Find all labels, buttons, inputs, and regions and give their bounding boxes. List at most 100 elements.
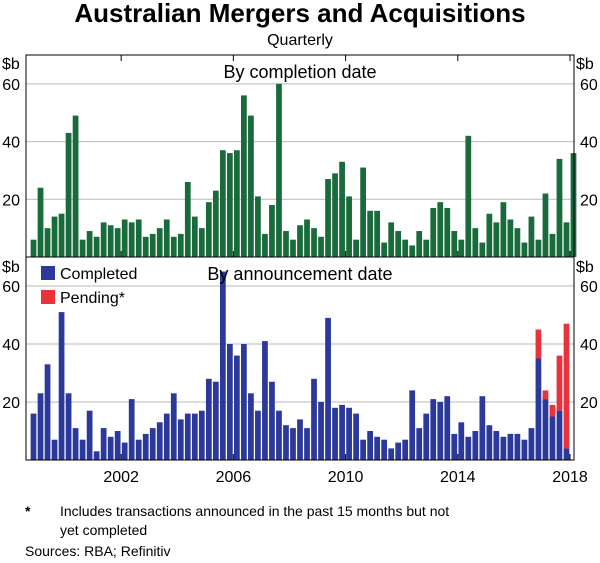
bar-top-bycompletiondate-9 — [93, 236, 100, 257]
bar-bottom-completed-54 — [409, 390, 416, 460]
bar-bottom-completed-7 — [79, 439, 86, 460]
bar-bottom-completed-41 — [318, 402, 324, 460]
bar-top-bycompletiondate-17 — [149, 233, 156, 257]
bar-bottom-completed-5 — [65, 393, 72, 460]
bar-bottom-completed-72 — [535, 358, 542, 460]
bar-top-bycompletiondate-64 — [479, 242, 486, 257]
bar-top-bycompletiondate-44 — [339, 161, 345, 257]
ytick-right-top-20: 20 — [580, 192, 598, 209]
bar-top-bycompletiondate-52 — [395, 231, 402, 257]
bar-top-bycompletiondate-10 — [100, 222, 107, 257]
panel-title-announcement: By announcement date — [207, 264, 392, 284]
xtick-label-2010: 2010 — [328, 469, 364, 486]
bar-bottom-completed-15 — [135, 439, 142, 460]
bar-top-bycompletiondate-58 — [437, 202, 444, 257]
bar-bottom-completed-65 — [486, 425, 493, 460]
bar-top-bycompletiondate-46 — [353, 239, 359, 257]
bar-bottom-completed-24 — [198, 410, 205, 460]
sources: Sources: RBA; Refinitiv — [25, 543, 171, 559]
bar-bottom-pending-75 — [556, 355, 563, 411]
ytick-left-top-60: 60 — [2, 77, 20, 94]
bar-bottom-completed-47 — [360, 439, 366, 460]
bar-bottom-completed-11 — [107, 436, 114, 460]
bar-bottom-completed-40 — [311, 378, 317, 460]
footnote-line-1: Includes transactions announced in the p… — [60, 503, 449, 519]
announcement-panel: 20 20 40 40 60 60 — [2, 271, 598, 460]
bar-bottom-completed-61 — [458, 422, 465, 460]
bar-bottom-completed-62 — [465, 436, 472, 460]
ytick-left-top-40: 40 — [2, 135, 20, 152]
bar-bottom-completed-48 — [367, 431, 374, 460]
bar-top-bycompletiondate-39 — [304, 219, 310, 257]
bar-top-bycompletiondate-29 — [234, 150, 240, 257]
legend-swatch-completed — [41, 266, 55, 280]
bar-top-bycompletiondate-26 — [212, 190, 219, 257]
bar-bottom-completed-64 — [479, 396, 486, 460]
bar-bottom-completed-66 — [493, 431, 500, 460]
bar-top-bycompletiondate-59 — [444, 207, 451, 257]
bar-top-bycompletiondate-69 — [514, 228, 521, 257]
bar-top-bycompletiondate-63 — [472, 228, 479, 257]
bar-bottom-completed-10 — [100, 428, 107, 460]
bar-top-bycompletiondate-16 — [142, 236, 149, 257]
bar-top-bycompletiondate-61 — [458, 239, 465, 257]
y-unit-right-top: $b — [576, 56, 594, 73]
bar-top-bycompletiondate-3 — [51, 216, 58, 257]
bar-bottom-pending-76 — [563, 323, 570, 449]
bar-bottom-completed-20 — [170, 393, 177, 460]
bar-bottom-completed-71 — [528, 428, 535, 460]
legend-label-pending: Pending* — [60, 290, 125, 307]
legend-label-completed: Completed — [60, 266, 137, 283]
bar-top-bycompletiondate-2 — [44, 228, 51, 257]
bar-bottom-completed-43 — [332, 407, 338, 460]
bar-top-bycompletiondate-19 — [163, 219, 170, 257]
bar-top-bycompletiondate-43 — [332, 173, 338, 257]
bar-top-bycompletiondate-65 — [486, 213, 493, 257]
bar-top-bycompletiondate-12 — [114, 228, 121, 257]
bar-top-bycompletiondate-13 — [121, 219, 128, 257]
bar-top-bycompletiondate-62 — [465, 135, 472, 257]
bar-top-bycompletiondate-18 — [156, 228, 163, 257]
bar-bottom-completed-50 — [381, 439, 388, 460]
bar-top-bycompletiondate-8 — [86, 231, 93, 257]
bar-bottom-completed-74 — [549, 416, 556, 460]
bar-bottom-completed-38 — [297, 419, 303, 460]
y-unit-left-top: $b — [2, 56, 20, 73]
bar-top-bycompletiondate-53 — [402, 239, 409, 257]
y-unit-left-bottom: $b — [2, 259, 20, 276]
bar-top-bycompletiondate-15 — [135, 219, 142, 257]
bar-bottom-completed-51 — [388, 448, 395, 460]
bar-bottom-completed-16 — [142, 433, 149, 460]
bar-bottom-completed-75 — [556, 410, 563, 460]
bar-top-bycompletiondate-35 — [276, 83, 282, 257]
ytick-right-bottom-40: 40 — [580, 337, 598, 354]
bar-bottom-completed-3 — [51, 439, 58, 460]
bar-bottom-completed-31 — [248, 393, 254, 460]
bar-top-bycompletiondate-56 — [423, 239, 430, 257]
bar-bottom-completed-14 — [128, 399, 135, 460]
bar-top-bycompletiondate-55 — [416, 231, 423, 257]
bar-bottom-completed-69 — [514, 433, 521, 460]
bar-bottom-completed-49 — [374, 436, 381, 460]
bar-bottom-completed-60 — [451, 433, 458, 460]
ytick-left-bottom-60: 60 — [2, 279, 20, 296]
bar-bottom-completed-0 — [30, 413, 37, 460]
bar-top-bycompletiondate-30 — [241, 95, 247, 258]
bar-top-bycompletiondate-11 — [107, 225, 114, 257]
bar-bottom-completed-35 — [276, 410, 282, 460]
ytick-left-bottom-40: 40 — [2, 337, 20, 354]
bar-top-bycompletiondate-27 — [219, 150, 226, 257]
bar-top-bycompletiondate-66 — [493, 222, 500, 257]
footnote-line-2: yet completed — [60, 522, 147, 538]
bar-bottom-completed-17 — [149, 428, 156, 460]
bar-bottom-completed-76 — [563, 448, 570, 460]
bar-bottom-pending-74 — [549, 404, 556, 417]
bar-bottom-completed-55 — [416, 428, 423, 460]
bar-top-bycompletiondate-6 — [72, 115, 79, 257]
bar-bottom-completed-67 — [500, 436, 507, 460]
bar-bottom-pending-73 — [542, 390, 549, 400]
bar-bottom-completed-32 — [255, 410, 261, 460]
bar-bottom-completed-27 — [219, 271, 226, 460]
bar-top-bycompletiondate-25 — [205, 202, 212, 257]
